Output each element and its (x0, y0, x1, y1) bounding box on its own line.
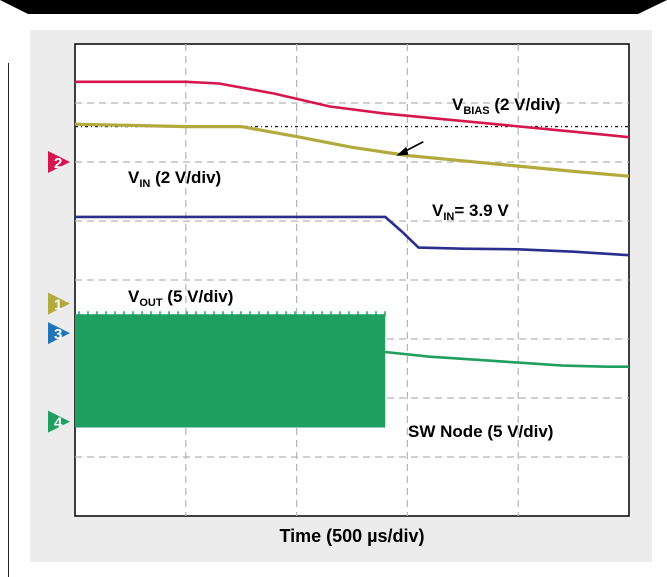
series-line-1 (74, 122, 630, 178)
series-label-sw-node: SW Node (5 V/div) (408, 422, 554, 441)
header-bar (0, 0, 667, 14)
header-bar-shape (0, 0, 667, 14)
channel-marker-label-4: 4 (54, 415, 63, 432)
channel-marker-2 (48, 151, 70, 173)
series-line-3 (385, 350, 629, 369)
channel-marker-4 (48, 410, 70, 433)
sw-node-switching-burst (75, 314, 386, 428)
channel-marker-1 (48, 292, 70, 315)
series-line-2 (75, 215, 630, 257)
vin-annotation-arrowhead (396, 146, 409, 156)
channel-marker-label-2: 2 (54, 155, 62, 172)
channel-marker-3 (48, 322, 70, 345)
series-line-0 (75, 80, 630, 139)
channel-marker-label-3: 3 (54, 326, 62, 343)
channel-marker-label-1: 1 (54, 297, 62, 314)
series-label-vin: VIN (2 V/div) (128, 168, 222, 190)
vin-annotation-label: VIN= 3.9 V (432, 201, 509, 223)
series-label-vbias: VBIAS (2 V/div) (452, 95, 561, 117)
left-border-line (8, 63, 9, 577)
x-axis-label: Time (500 µs/div) (279, 526, 425, 546)
series-label-vout: VOUT (5 V/div) (128, 287, 234, 309)
